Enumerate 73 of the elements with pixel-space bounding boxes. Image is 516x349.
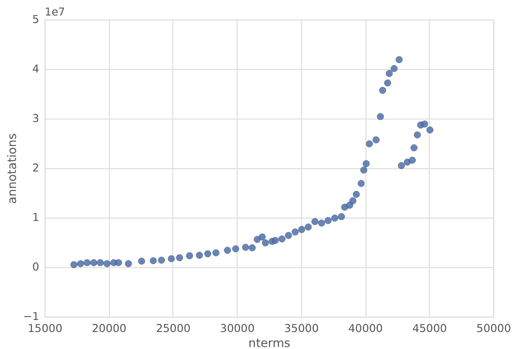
point: [242, 244, 250, 251]
point: [272, 236, 279, 244]
point: [232, 245, 240, 252]
point: [204, 250, 212, 258]
point: [338, 213, 345, 220]
x-tick-label: 50000: [476, 322, 512, 336]
x-tick-label: 30000: [220, 322, 255, 336]
y-tick-label: 5: [32, 12, 40, 26]
point: [324, 217, 332, 224]
point: [352, 190, 360, 198]
point: [421, 120, 428, 128]
x-tick-label: 20000: [92, 322, 127, 336]
point: [349, 197, 356, 204]
point: [379, 86, 386, 94]
point: [390, 65, 398, 72]
point: [96, 259, 104, 266]
y-tick-label: 2: [32, 162, 40, 175]
point: [138, 258, 146, 265]
x-tick-label: 40000: [348, 322, 383, 336]
y-tick-label: 3: [32, 112, 40, 126]
point: [150, 257, 157, 264]
point: [331, 214, 338, 222]
y-tick-label: −1: [23, 310, 40, 324]
point: [248, 244, 256, 252]
point: [176, 254, 184, 262]
point: [77, 260, 84, 268]
point: [358, 180, 365, 187]
point: [362, 160, 370, 168]
point: [90, 259, 98, 266]
point: [285, 232, 292, 239]
point: [408, 156, 416, 164]
x-tick-label: 15000: [28, 322, 62, 336]
point: [414, 131, 421, 138]
point: [311, 218, 318, 226]
y-tick-label: 4: [32, 62, 40, 76]
point: [396, 56, 403, 64]
y-axis-title: annotations: [5, 133, 20, 204]
point: [254, 236, 261, 243]
point: [292, 228, 299, 236]
y-tick-label: 0: [32, 260, 40, 274]
point: [384, 79, 392, 86]
point: [84, 259, 91, 266]
point: [366, 140, 373, 148]
point: [298, 226, 306, 233]
x-axis-title: nterms: [248, 336, 290, 349]
point: [124, 260, 132, 268]
y-tick-label: 1: [32, 211, 40, 224]
point: [158, 256, 165, 264]
point: [196, 252, 203, 259]
point: [360, 166, 368, 174]
x-tick-label: 25000: [156, 322, 191, 336]
point: [278, 235, 286, 242]
point: [262, 239, 269, 246]
point: [186, 252, 194, 260]
text: 1e7: [44, 6, 66, 19]
point: [386, 70, 393, 77]
point: [258, 233, 266, 240]
x-tick-label: 35000: [284, 322, 319, 336]
point: [304, 224, 312, 230]
point: [224, 246, 231, 254]
point: [212, 249, 220, 256]
point: [398, 162, 405, 170]
point: [376, 113, 384, 120]
point: [104, 260, 110, 268]
point: [372, 136, 380, 144]
point: [410, 144, 418, 152]
point: [318, 220, 326, 227]
x-tick-label: 45000: [412, 322, 447, 336]
point: [426, 126, 434, 134]
point: [115, 259, 122, 266]
point: [168, 255, 175, 262]
point: [70, 261, 78, 268]
point: [346, 202, 354, 209]
